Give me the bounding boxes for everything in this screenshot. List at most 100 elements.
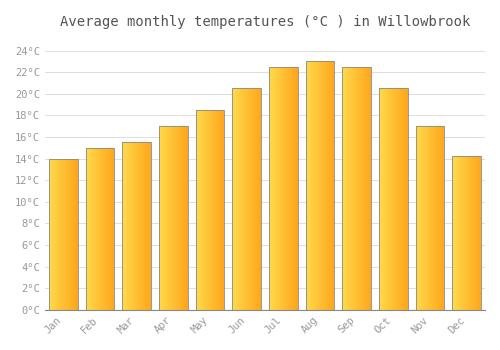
- Bar: [416, 126, 417, 310]
- Bar: [342, 67, 371, 310]
- Bar: [176, 126, 177, 310]
- Bar: [102, 148, 104, 310]
- Bar: [358, 67, 359, 310]
- Bar: [173, 126, 174, 310]
- Bar: [72, 159, 73, 310]
- Bar: [366, 67, 367, 310]
- Bar: [159, 126, 160, 310]
- Bar: [325, 61, 326, 310]
- Bar: [217, 110, 218, 310]
- Bar: [435, 126, 436, 310]
- Bar: [53, 159, 54, 310]
- Bar: [109, 148, 110, 310]
- Bar: [140, 142, 141, 310]
- Bar: [113, 148, 114, 310]
- Bar: [183, 126, 184, 310]
- Bar: [404, 88, 406, 310]
- Bar: [56, 159, 57, 310]
- Bar: [132, 142, 133, 310]
- Bar: [101, 148, 102, 310]
- Bar: [349, 67, 350, 310]
- Bar: [469, 156, 470, 310]
- Bar: [238, 88, 239, 310]
- Bar: [232, 88, 261, 310]
- Bar: [162, 126, 163, 310]
- Bar: [55, 159, 56, 310]
- Bar: [403, 88, 404, 310]
- Bar: [379, 88, 380, 310]
- Bar: [253, 88, 254, 310]
- Bar: [130, 142, 131, 310]
- Bar: [269, 67, 298, 310]
- Bar: [320, 61, 321, 310]
- Bar: [348, 67, 349, 310]
- Bar: [171, 126, 172, 310]
- Bar: [71, 159, 72, 310]
- Bar: [174, 126, 175, 310]
- Bar: [180, 126, 181, 310]
- Bar: [64, 159, 65, 310]
- Bar: [394, 88, 395, 310]
- Bar: [473, 156, 474, 310]
- Bar: [437, 126, 438, 310]
- Bar: [250, 88, 251, 310]
- Bar: [284, 67, 285, 310]
- Bar: [380, 88, 382, 310]
- Bar: [175, 126, 176, 310]
- Bar: [480, 156, 481, 310]
- Bar: [399, 88, 400, 310]
- Bar: [419, 126, 420, 310]
- Bar: [204, 110, 205, 310]
- Bar: [236, 88, 237, 310]
- Bar: [50, 159, 51, 310]
- Bar: [184, 126, 186, 310]
- Bar: [452, 156, 453, 310]
- Bar: [98, 148, 100, 310]
- Bar: [379, 88, 408, 310]
- Bar: [182, 126, 183, 310]
- Bar: [61, 159, 62, 310]
- Bar: [462, 156, 463, 310]
- Bar: [474, 156, 475, 310]
- Bar: [97, 148, 98, 310]
- Bar: [434, 126, 435, 310]
- Bar: [63, 159, 64, 310]
- Bar: [215, 110, 216, 310]
- Bar: [357, 67, 358, 310]
- Bar: [135, 142, 136, 310]
- Bar: [256, 88, 257, 310]
- Bar: [254, 88, 255, 310]
- Bar: [138, 142, 139, 310]
- Bar: [205, 110, 206, 310]
- Bar: [73, 159, 74, 310]
- Bar: [172, 126, 173, 310]
- Bar: [363, 67, 364, 310]
- Bar: [356, 67, 357, 310]
- Bar: [234, 88, 235, 310]
- Bar: [146, 142, 147, 310]
- Bar: [440, 126, 441, 310]
- Bar: [128, 142, 129, 310]
- Bar: [233, 88, 234, 310]
- Bar: [454, 156, 455, 310]
- Bar: [179, 126, 180, 310]
- Bar: [133, 142, 134, 310]
- Bar: [93, 148, 94, 310]
- Bar: [308, 61, 309, 310]
- Bar: [246, 88, 247, 310]
- Bar: [331, 61, 332, 310]
- Bar: [421, 126, 422, 310]
- Bar: [213, 110, 214, 310]
- Bar: [100, 148, 101, 310]
- Bar: [286, 67, 288, 310]
- Bar: [94, 148, 96, 310]
- Bar: [390, 88, 391, 310]
- Bar: [54, 159, 55, 310]
- Bar: [285, 67, 286, 310]
- Bar: [125, 142, 126, 310]
- Bar: [429, 126, 430, 310]
- Bar: [280, 67, 281, 310]
- Bar: [161, 126, 162, 310]
- Bar: [406, 88, 407, 310]
- Bar: [332, 61, 333, 310]
